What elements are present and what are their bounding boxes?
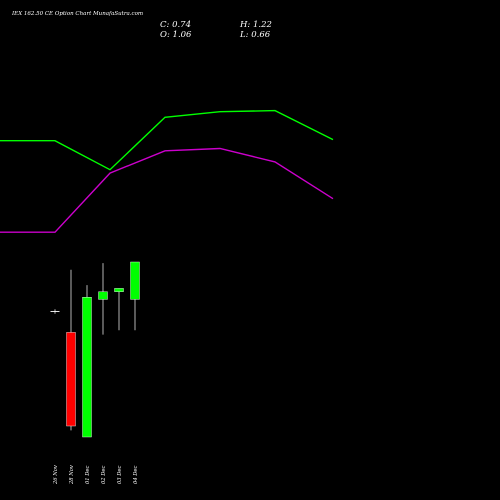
candle-body <box>114 288 124 292</box>
date-tick-label: 03 Dec <box>117 466 123 484</box>
line-series-2 <box>0 147 334 233</box>
line-chart <box>0 109 334 233</box>
candle-body <box>66 332 76 427</box>
candle-body <box>98 291 108 300</box>
line-series-1 <box>0 109 334 171</box>
date-axis: 26 Nov 28 Nov 01 Dec 02 Dec 03 Dec 04 Dec <box>53 465 139 485</box>
date-tick-label: 02 Dec <box>101 466 107 484</box>
candlestick-chart <box>50 261 140 438</box>
low-value: L: 0.66 <box>239 30 271 40</box>
close-value: C: 0.74 <box>160 20 191 30</box>
candle-body <box>82 297 92 438</box>
high-value: H: 1.22 <box>239 20 272 30</box>
date-tick-label: 28 Nov <box>69 465 75 485</box>
candle-body <box>130 261 140 300</box>
chart-title: IEX 162.50 CE Option Chart MunafaSutra.c… <box>11 11 143 17</box>
date-tick-label: 26 Nov <box>53 465 59 485</box>
date-tick-label: 04 Dec <box>133 466 139 484</box>
open-value: O: 1.06 <box>160 30 192 40</box>
date-tick-label: 01 Dec <box>85 466 91 484</box>
